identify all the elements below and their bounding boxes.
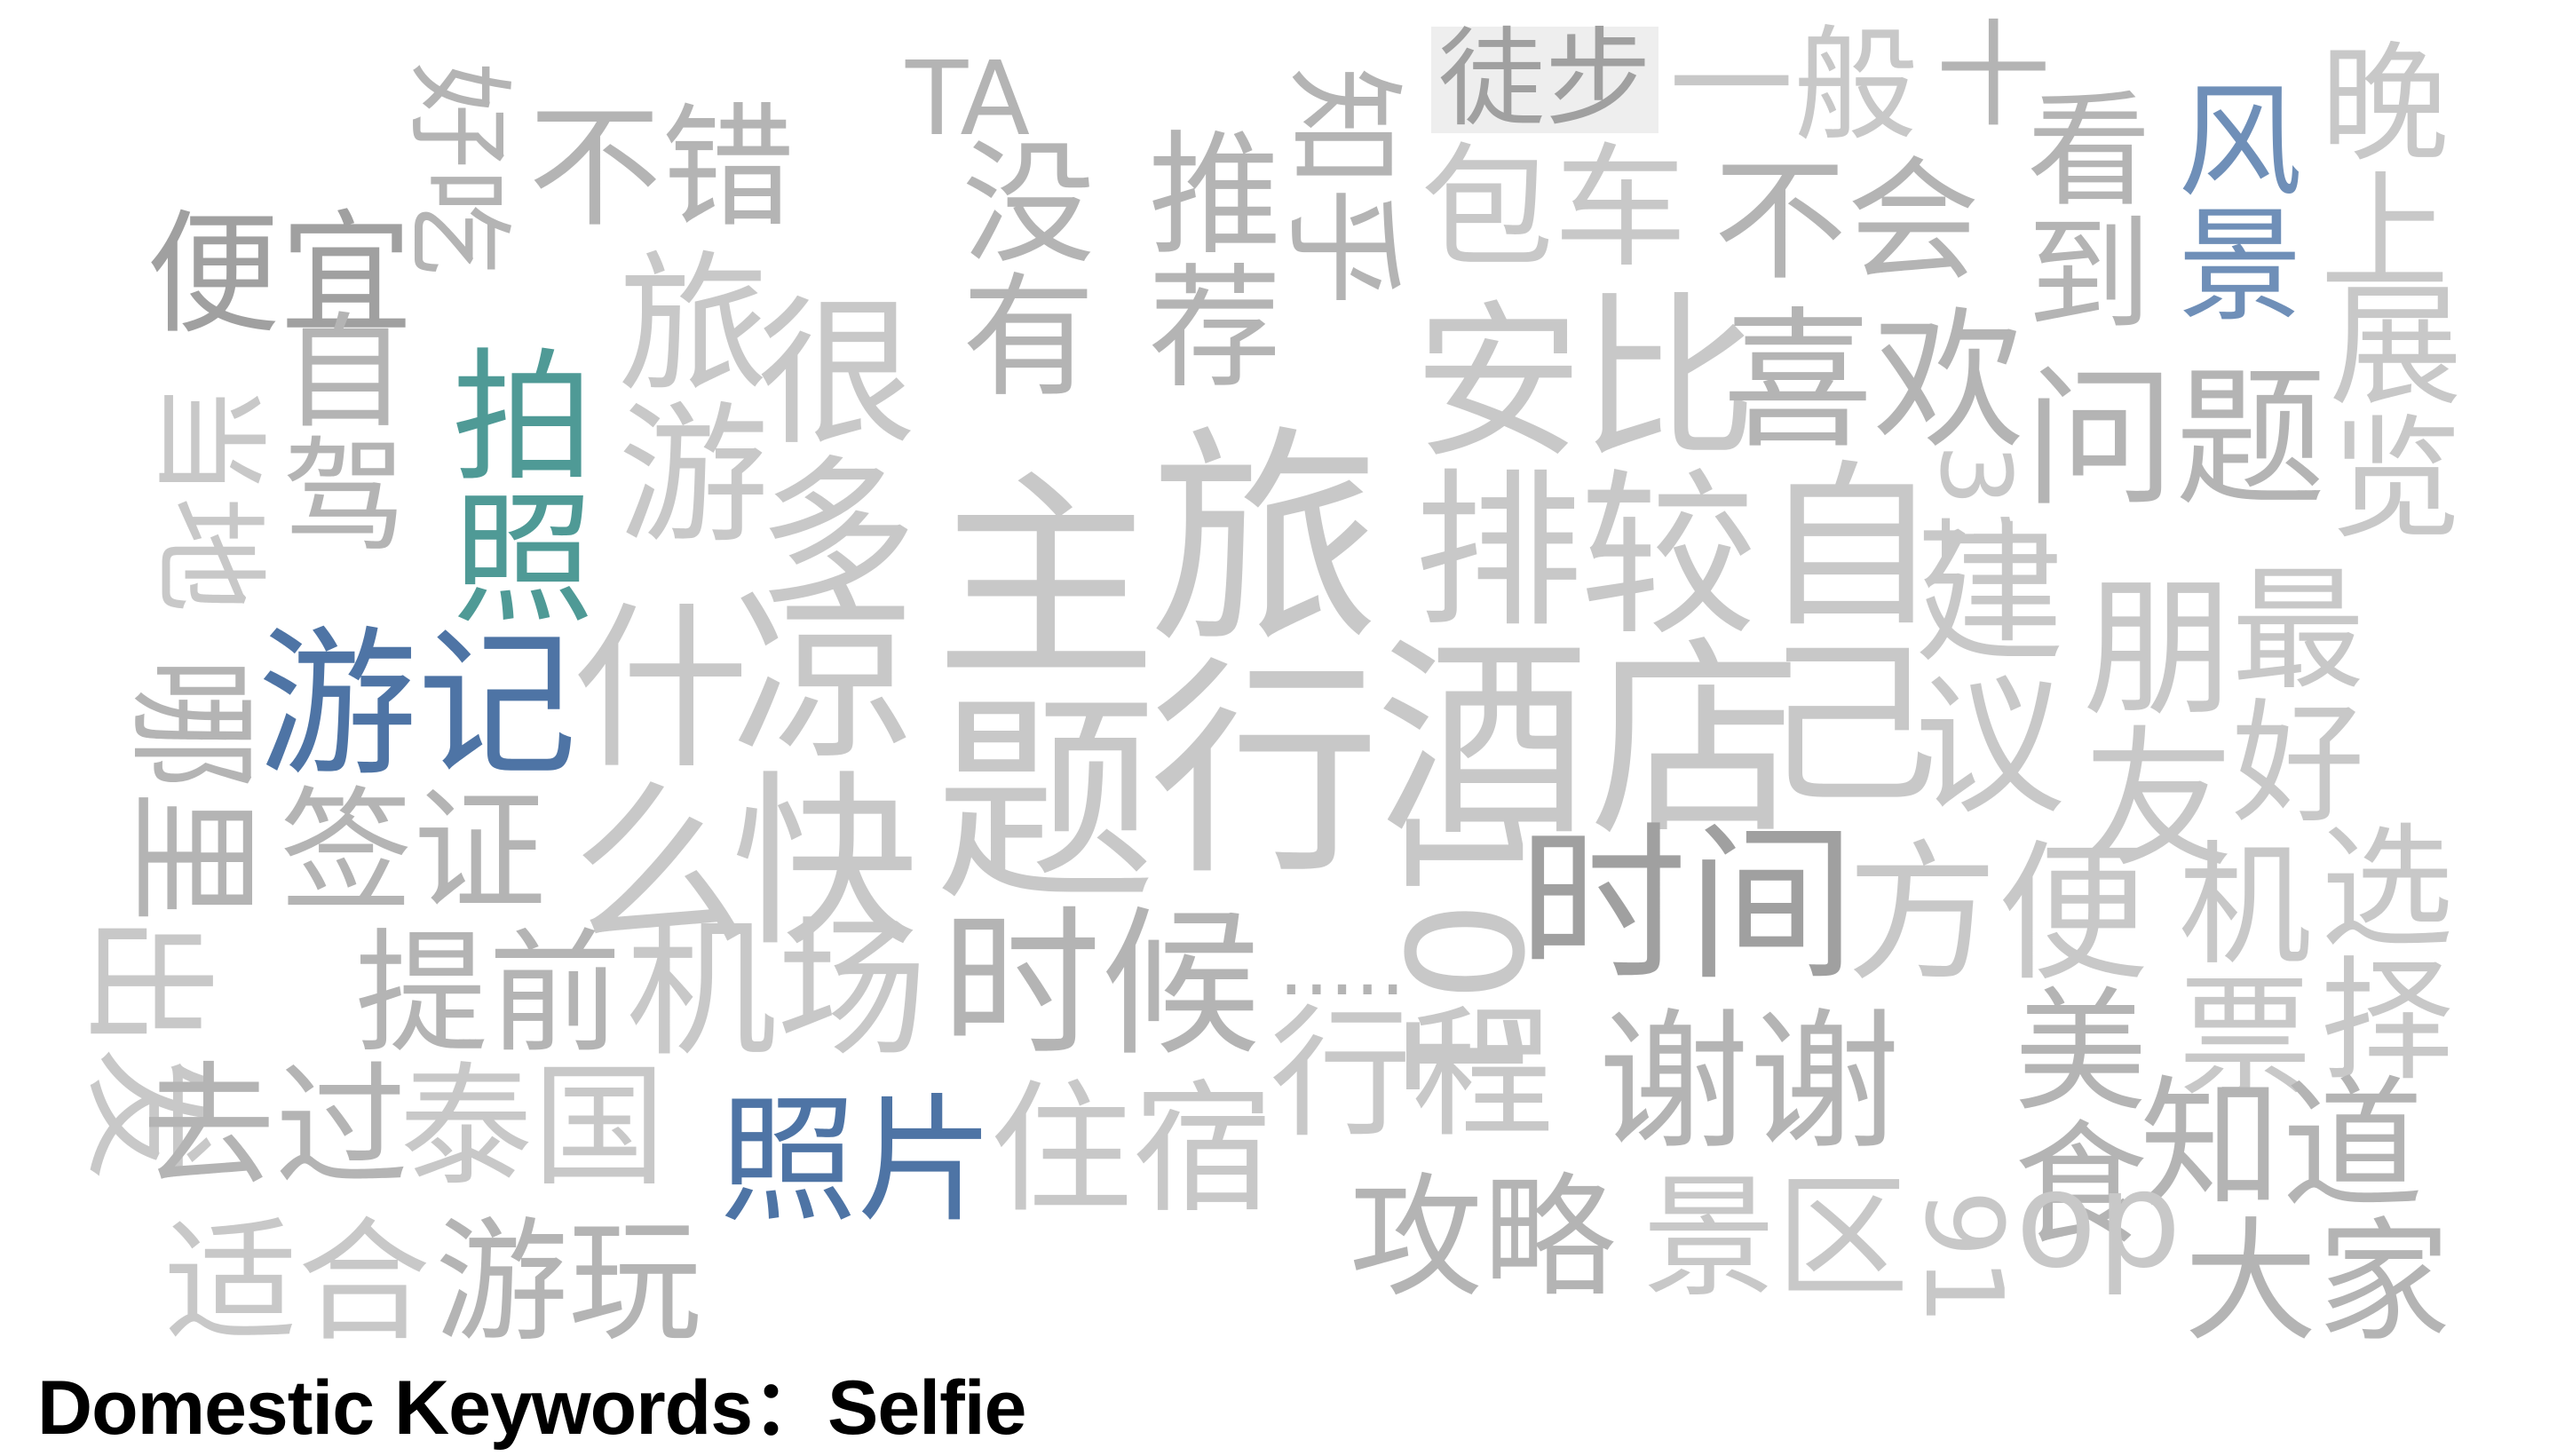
- word-kandao: 看到: [2006, 84, 2150, 333]
- word-anpai: 安排: [1385, 293, 1581, 630]
- word-lvxing: 旅行: [1109, 417, 1377, 879]
- word-zhiyou: 知乎: [1273, 67, 1413, 306]
- word-baoche: 包车: [1421, 131, 1688, 286]
- word-zuihao: 最好: [2209, 559, 2363, 826]
- word-wenti: 问题: [2024, 352, 2327, 527]
- word-bijiao: 比较: [1548, 284, 1755, 639]
- word-meishi: 美食: [1991, 981, 2146, 1247]
- word-fangbian: 方便: [1847, 827, 2149, 1002]
- word-ziji: 自己: [1730, 453, 1937, 808]
- word-jingqu: 景区: [1643, 1161, 1910, 1316]
- word-meiyou: 没有: [939, 133, 1094, 400]
- word-jipiao: 机票: [2156, 835, 2310, 1101]
- word-xihuan: 喜欢: [1722, 294, 2025, 470]
- word-dangdi: 当地: [141, 382, 276, 613]
- word-n31: 31: [1919, 444, 2032, 568]
- word-shijian: 时间: [1518, 807, 1856, 1003]
- word-pianyi: 便宜: [146, 198, 414, 352]
- word-bucuo: 不错: [528, 91, 796, 246]
- word-shihe: 适合: [164, 1206, 431, 1360]
- word-pengyou: 朋友: [2056, 568, 2232, 870]
- word-do: do: [2015, 1161, 2181, 1316]
- word-dajia: 大家: [2184, 1206, 2451, 1360]
- word-liangkuai: 凉快: [700, 577, 917, 950]
- word-zhanli: 展览: [2307, 275, 2461, 542]
- word-zhusu: 住宿: [990, 1066, 1275, 1232]
- word-jichang: 机场: [626, 902, 929, 1078]
- word-yiban: 一般: [1669, 14, 1919, 159]
- word-youwan: 游玩: [435, 1206, 702, 1360]
- word-xingcheng: 行程: [1270, 991, 1555, 1157]
- word-shenme: 什么: [541, 595, 748, 950]
- word-zhidao: 知道: [2140, 1062, 2425, 1228]
- caption: Domestic Keywords：Selfie: [37, 1365, 1026, 1451]
- word-youji: 游记: [257, 613, 578, 798]
- word-jiudian: 酒店: [1376, 617, 1803, 866]
- word-buhui: 不会: [1714, 145, 1981, 299]
- word-henduo: 很多: [729, 289, 914, 608]
- word-nali: 哪里: [114, 657, 268, 924]
- word-shihou: 时候: [941, 892, 1262, 1078]
- word-quguo: 去过: [142, 1050, 409, 1205]
- word-dots: .....: [1278, 921, 1406, 1014]
- word-shi: 十: [1936, 8, 2052, 143]
- word-zhuti: 主题: [897, 462, 1155, 906]
- word-jianyi: 建议: [1888, 515, 2063, 817]
- word-xuanze: 选择: [2298, 817, 2452, 1083]
- word-gonglve: 攻略: [1350, 1161, 1617, 1316]
- word-wanshang: 晚上: [2298, 36, 2448, 293]
- word-tubu: 徒步: [1431, 27, 1658, 133]
- word-lvyou: 旅游: [591, 244, 767, 546]
- word-qianzheng: 签证: [280, 775, 547, 930]
- word-zijia: 自驾: [261, 306, 406, 555]
- word-xiexie: 谢谢: [1598, 995, 1901, 1171]
- word-ta: TA: [906, 40, 1030, 159]
- word-tuijian: 推荐: [1126, 124, 1280, 391]
- word-fengjing: 风景: [2157, 75, 2301, 324]
- word-paizhao: 拍照: [428, 342, 594, 626]
- word-taiguo: 泰国: [400, 1050, 667, 1205]
- word-n91: 91: [1901, 1190, 2024, 1325]
- word-tiqian: 提前: [355, 917, 622, 1072]
- word-zhaopian: 照片: [719, 1080, 994, 1241]
- word-haochi: 好吃: [396, 62, 519, 275]
